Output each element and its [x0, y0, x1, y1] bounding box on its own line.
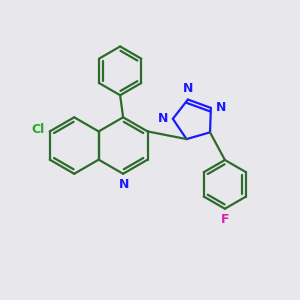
Text: Cl: Cl [31, 123, 44, 136]
Text: N: N [119, 178, 129, 190]
Text: N: N [183, 82, 193, 95]
Text: F: F [220, 213, 229, 226]
Text: N: N [158, 112, 168, 125]
Text: N: N [216, 101, 226, 114]
